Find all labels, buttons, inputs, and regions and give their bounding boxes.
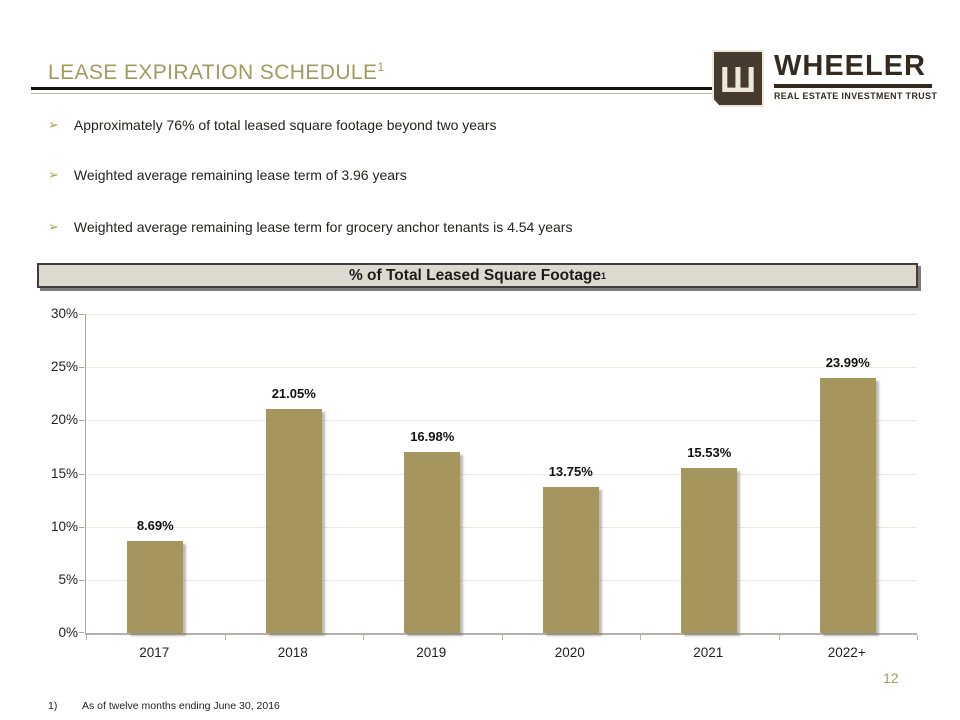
gridline (86, 579, 917, 581)
x-axis-tick-label: 2020 (554, 645, 585, 660)
x-axis-tick-label: 2018 (277, 645, 308, 660)
y-axis-tick (79, 579, 84, 581)
wheeler-logo-name: WHEELER (774, 50, 926, 82)
x-axis-tick (86, 635, 87, 640)
bar (127, 540, 184, 633)
x-axis-tick-label: 2019 (416, 645, 447, 660)
arrow-bullet-icon: ➢ (48, 117, 59, 132)
bullet-text: Weighted average remaining lease term fo… (73, 219, 573, 235)
plot-area: 8.69% 21.05% 16.98% 13.75% 15.53% 23.99% (79, 314, 918, 640)
y-axis-tick-label: 25% (50, 359, 78, 375)
page-title-text: LEASE EXPIRATION SCHEDULE (48, 61, 378, 84)
y-axis-tick (79, 314, 84, 315)
bar-value-label: 15.53% (687, 444, 732, 460)
wheeler-logo-divider (774, 84, 932, 88)
bar (681, 467, 738, 633)
x-axis-tick-label: 2017 (139, 645, 170, 660)
bar (404, 452, 461, 633)
bullet-item: ➢ Weighted average remaining lease term … (48, 167, 407, 184)
header-rule-light (31, 93, 712, 94)
y-axis-tick-label: 30% (50, 306, 78, 321)
x-axis-tick-label: 2021 (693, 645, 724, 660)
bullet-text: Weighted average remaining lease term of… (73, 167, 407, 183)
x-axis-tick (917, 635, 918, 640)
bar-value-label: 8.69% (136, 517, 174, 533)
wheeler-logo-text: WHEELER REAL ESTATE INVESTMENT TRUST (774, 50, 938, 101)
y-axis-tick-label: 0% (58, 625, 78, 640)
y-axis-tick (79, 632, 84, 633)
x-axis-tick (501, 635, 503, 640)
y-axis-tick (79, 526, 84, 528)
bullet-text: Approximately 76% of total leased square… (73, 117, 497, 133)
chart-title: % of Total Leased Square Footage (348, 266, 602, 284)
arrow-bullet-icon: ➢ (48, 219, 59, 234)
arrow-bullet-icon: ➢ (48, 167, 59, 182)
x-axis-tick (640, 635, 641, 640)
x-axis-tick (778, 635, 780, 640)
header-rule-dark (31, 87, 712, 90)
page-number: 12 (883, 670, 899, 686)
y-axis-tick-label: 5% (58, 571, 78, 587)
footnote-marker: 1) (48, 700, 58, 712)
chart-title-bar: % of Total Leased Square Footage 1 (37, 263, 918, 288)
y-axis-tick-label: 20% (50, 412, 78, 428)
bar-value-label: 21.05% (271, 386, 316, 402)
y-axis-tick (79, 420, 84, 422)
gridline (86, 314, 917, 315)
bar (542, 486, 599, 633)
page-title-footnote-ref: 1 (377, 60, 385, 74)
bar-value-label: 13.75% (548, 463, 593, 479)
bar-value-label: 23.99% (825, 354, 870, 370)
gridline (86, 526, 917, 528)
y-axis-tick-label: 15% (50, 465, 78, 481)
x-axis-tick (224, 635, 226, 640)
gridline (86, 420, 917, 422)
wheeler-monogram-icon: Ш (712, 50, 764, 107)
page-title: LEASE EXPIRATION SCHEDULE1 (48, 61, 385, 85)
y-axis-tick (79, 367, 84, 369)
y-axis-tick-label: 10% (50, 518, 78, 534)
x-axis-tick (363, 635, 364, 640)
gridline (86, 367, 917, 369)
footnote: 1) As of twelve months ending June 30, 2… (48, 700, 280, 712)
bar (265, 409, 322, 633)
bar-value-label: 16.98% (410, 429, 455, 445)
y-axis-tick (79, 473, 84, 475)
footnote-text: As of twelve months ending June 30, 2016 (82, 700, 280, 712)
wheeler-logo-tagline: REAL ESTATE INVESTMENT TRUST (774, 91, 938, 101)
wheeler-monogram-glyph: Ш (719, 58, 757, 100)
bullet-item: ➢ Weighted average remaining lease term … (48, 219, 572, 236)
wheeler-logo: Ш WHEELER REAL ESTATE INVESTMENT TRUST (712, 49, 938, 111)
bar (819, 377, 876, 633)
gridline (86, 473, 917, 475)
x-axis-tick-label: 2022+ (827, 645, 866, 660)
bullet-item: ➢ Approximately 76% of total leased squa… (48, 117, 497, 134)
